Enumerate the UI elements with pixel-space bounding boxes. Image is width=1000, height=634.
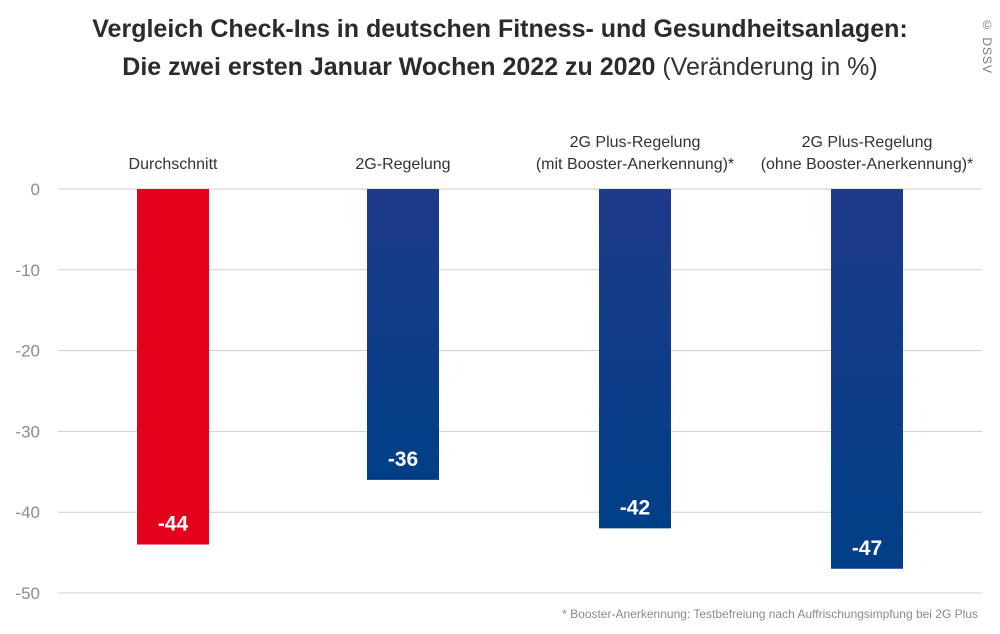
bar-value-label: -47 (852, 537, 882, 560)
category-label: 2G Plus-Regelung (570, 134, 701, 151)
bar-3 (831, 189, 903, 569)
category-label: (ohne Booster-Anerkennung)* (761, 156, 974, 173)
title-line-1: Vergleich Check-Ins in deutschen Fitness… (92, 15, 908, 43)
y-tick-label: -10 (15, 261, 40, 280)
footnote: * Booster-Anerkennung: Testbefreiung nac… (562, 607, 978, 621)
y-tick-label: -30 (15, 422, 40, 441)
category-label: (mit Booster-Anerkennung)* (536, 156, 734, 173)
bar-value-label: -36 (388, 448, 418, 471)
chart-title: Vergleich Check-Ins in deutschen Fitness… (0, 10, 1000, 86)
copyright-label: © DSSV (980, 18, 994, 75)
bar-value-label: -44 (158, 513, 189, 536)
y-tick-label: -40 (15, 503, 40, 522)
title-unit: (Veränderung in %) (662, 53, 878, 81)
y-tick-label: -20 (15, 342, 40, 361)
bar-1 (367, 189, 439, 480)
category-label: Durchschnitt (129, 156, 218, 173)
category-label: 2G Plus-Regelung (802, 134, 933, 151)
y-tick-label: -50 (15, 584, 40, 603)
y-tick-label: 0 (31, 180, 40, 199)
bar-0 (137, 189, 209, 545)
bar-value-label: -42 (620, 496, 650, 519)
title-line-2: Die zwei ersten Januar Wochen 2022 zu 20… (122, 53, 656, 81)
category-label: 2G-Regelung (355, 156, 450, 173)
bar-2 (599, 189, 671, 529)
